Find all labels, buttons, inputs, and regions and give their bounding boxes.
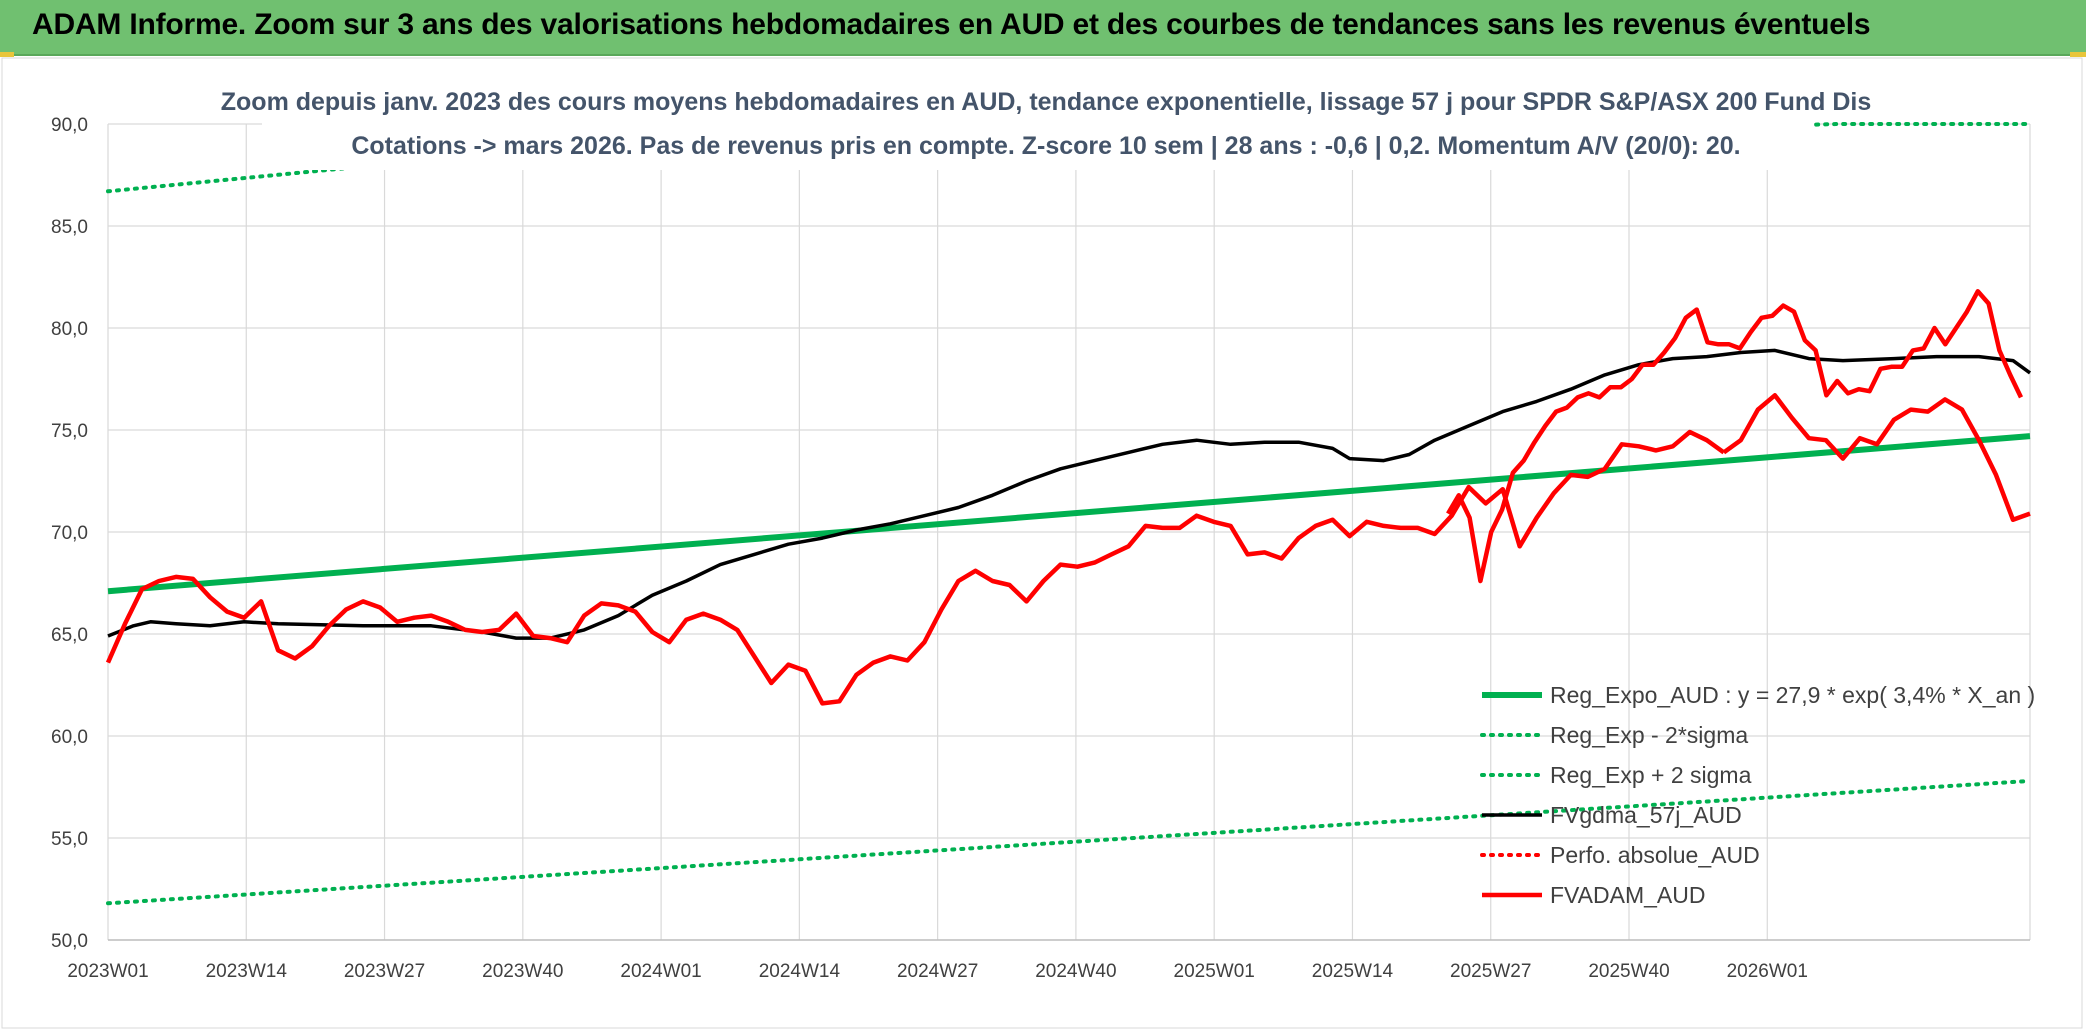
y-tick-label: 75,0: [51, 421, 88, 442]
x-tick-label: 2023W01: [67, 961, 148, 982]
x-tick-label: 2025W01: [1174, 961, 1255, 982]
y-tick-label: 70,0: [51, 523, 88, 544]
y-tick-label: 60,0: [51, 727, 88, 748]
x-tick-label: 2025W40: [1588, 961, 1669, 982]
x-tick-label: 2025W14: [1312, 961, 1394, 982]
legend-label-1: Reg_Exp - 2*sigma: [1550, 722, 1748, 748]
x-tick-label: 2024W27: [897, 961, 978, 982]
chart-title-block: Zoom depuis janv. 2023 des cours moyens …: [221, 78, 1871, 170]
chart-title-line-1: Zoom depuis janv. 2023 des cours moyens …: [221, 88, 1871, 116]
y-tick-label: 90,0: [51, 115, 88, 136]
legend-label-2: Reg_Exp + 2 sigma: [1550, 762, 1752, 788]
gridlines: [107, 123, 2031, 941]
legend-label-5: FVADAM_AUD: [1550, 882, 1706, 908]
y-tick-label: 85,0: [51, 217, 88, 238]
y-tick-label: 80,0: [51, 319, 88, 340]
series-lines: [105, 122, 2032, 906]
x-tick-label: 2024W01: [620, 961, 701, 982]
series-line-5: [105, 429, 1726, 706]
x-tick-label: 2023W14: [206, 961, 288, 982]
chart-title-background: [262, 78, 1814, 170]
x-tick-label: 2023W40: [482, 961, 563, 982]
legend-label-4: Perfo. absolue_AUD: [1550, 842, 1760, 868]
report-title: ADAM Informe. Zoom sur 3 ans des valoris…: [32, 8, 1871, 41]
y-axis-ticks: 50,0 55,0 60,0 65,0 70,0 75,0 80,0 85,0 90,0: [51, 115, 88, 952]
series-line-1: [106, 778, 2032, 906]
x-tick-label: 2026W01: [1727, 961, 1808, 982]
chart-legend: Reg_Expo_AUD : y = 27,9 * exp( 3,4% * X_…: [1480, 682, 2035, 908]
y-tick-label: 50,0: [51, 931, 88, 952]
y-tick-label: 55,0: [51, 829, 88, 850]
chart-title-line-2: Cotations -> mars 2026. Pas de revenus p…: [351, 132, 1740, 160]
x-tick-label: 2024W14: [759, 961, 841, 982]
series-line-fvadam-tail: [1446, 289, 2024, 584]
y-tick-label: 65,0: [51, 625, 88, 646]
legend-label-0: Reg_Expo_AUD : y = 27,9 * exp( 3,4% * X_…: [1550, 682, 2035, 708]
x-axis-ticks: 2023W01 2023W14 2023W27 2023W40 2024W01 2024W…: [67, 961, 1808, 982]
report-header-bar: ADAM Informe. Zoom sur 3 ans des valoris…: [0, 0, 2086, 56]
accent-strip-right: [2070, 52, 2086, 57]
x-tick-label: 2024W40: [1035, 961, 1116, 982]
accent-strip-left: [0, 52, 14, 57]
x-tick-label: 2023W27: [344, 961, 425, 982]
series-line-0: [107, 433, 2031, 595]
line-chart: 50,0 55,0 60,0 65,0 70,0 75,0 80,0 85,0 90,0 202…: [1, 57, 2083, 1029]
series-line-fvadam-mid: [1722, 393, 2031, 523]
chart-area-border: [1, 57, 2083, 1029]
x-tick-label: 2025W27: [1450, 961, 1531, 982]
legend-label-3: FVgdma_57j_AUD: [1550, 802, 1742, 828]
